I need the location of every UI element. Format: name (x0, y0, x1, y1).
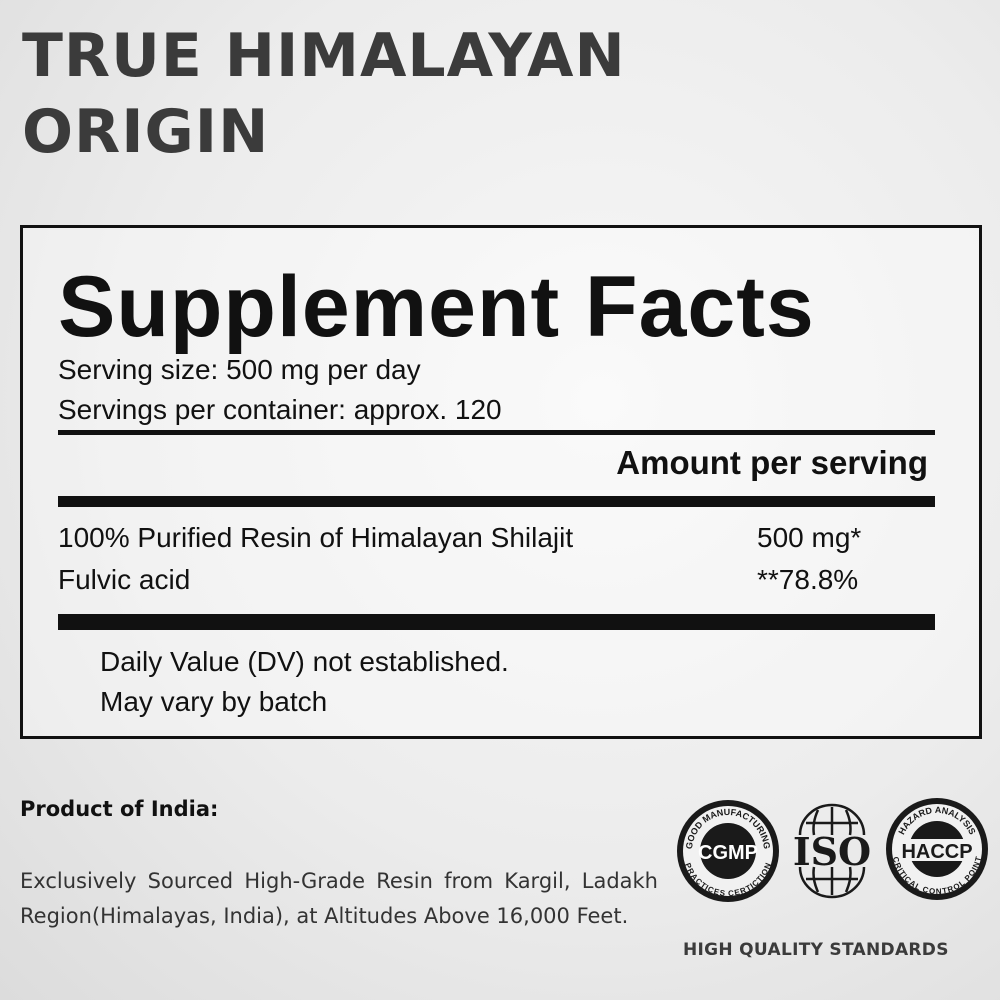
divider-heavy (58, 614, 935, 630)
iso-label: ISO (793, 829, 871, 874)
headline-line-1: TRUE HIMALAYAN (22, 21, 626, 91)
ingredient-name: Fulvic acid (58, 564, 191, 595)
supplement-facts-panel (20, 225, 982, 739)
amount-per-serving-header: Amount per serving (616, 444, 928, 481)
ingredient-amount: 500 mg* (757, 522, 862, 553)
cgmp-label: CGMP (698, 842, 758, 864)
note: Daily Value (DV) not established. (100, 646, 509, 677)
servings-per-container: Servings per container: approx. 120 (58, 394, 502, 425)
ingredient-amount: **78.8% (757, 564, 859, 595)
origin-description: Exclusively Sourced High-Grade Resin fro… (20, 869, 658, 928)
quality-standards-caption: HIGH QUALITY STANDARDS (683, 940, 949, 960)
origin-heading: Product of India: (20, 797, 219, 821)
divider-thick (58, 496, 935, 507)
cgmp-badge-icon: CGMP GOOD MANUFACTURING PRACTICES CERTIC… (677, 800, 779, 902)
iso-badge-icon: ISO (793, 803, 871, 899)
note: May vary by batch (100, 686, 328, 717)
headline-line-2: ORIGIN (22, 97, 270, 167)
haccp-badge-icon: HACCP HAZARD ANALYSIS CRITICAL CONTROL P… (886, 798, 988, 900)
certification-badges: CGMP GOOD MANUFACTURING PRACTICES CERTIC… (677, 798, 988, 902)
headline: TRUE HIMALAYAN ORIGIN (22, 18, 626, 170)
serving-size: Serving size: 500 mg per day (58, 354, 421, 385)
supplement-facts-title: Supplement Facts (58, 259, 815, 355)
divider-thin (58, 430, 935, 435)
haccp-label: HACCP (901, 841, 972, 863)
ingredient-name: 100% Purified Resin of Himalayan Shilaji… (58, 522, 574, 553)
